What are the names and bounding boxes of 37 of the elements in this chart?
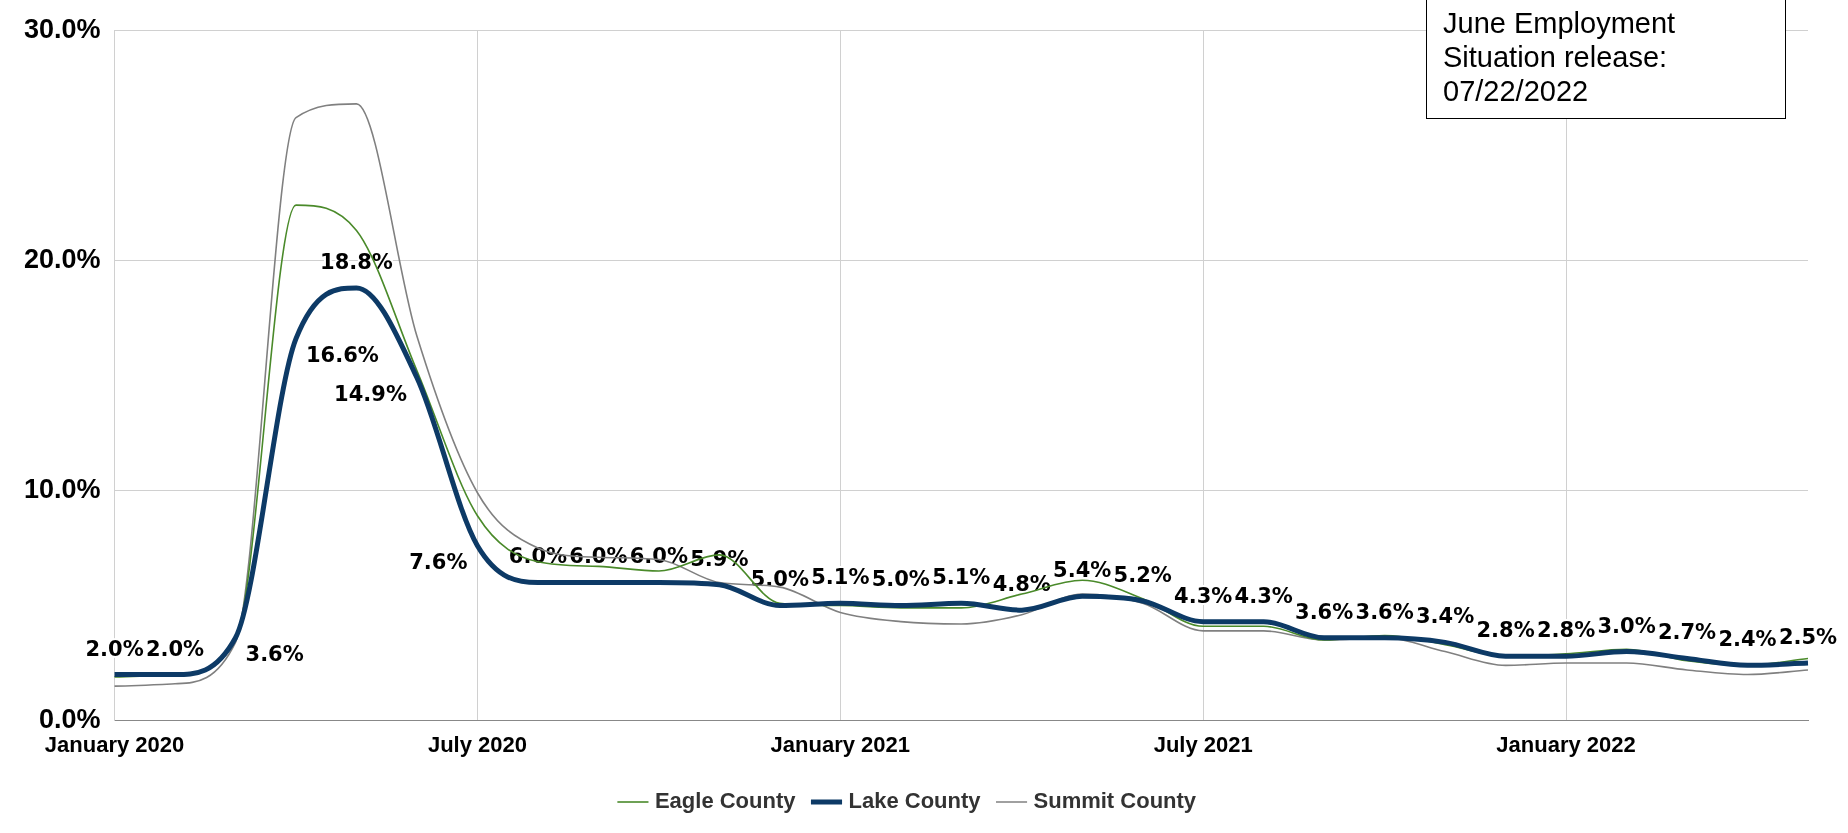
data-label: 5.2% [1113,562,1172,587]
data-label: 4.3% [1174,583,1233,608]
data-label: 3.6% [1355,599,1414,624]
data-label: 5.0% [871,567,930,592]
x-tick-label: July 2021 [1153,731,1253,757]
x-tick-label: January 2022 [1496,731,1636,757]
data-label: 5.0% [750,567,809,592]
data-label: 2.5% [1778,625,1838,650]
legend-label: Lake County [848,788,982,814]
y-tick-label: 20.0% [23,243,101,274]
data-label: 14.9% [334,381,407,406]
data-label: 3.0% [1597,613,1656,638]
data-label: 2.8% [1536,618,1596,643]
data-label: 6.0% [629,544,688,569]
data-label: 3.4% [1415,604,1475,629]
data-label: 5.1% [932,565,991,590]
x-tick-label: July 2020 [427,731,527,757]
data-label: 3.6% [1295,599,1354,624]
data-label: 4.8% [992,572,1051,597]
data-label: 16.6% [306,342,379,367]
text-box: June Employment Situation release: 07/22/2022 [1426,0,1786,119]
data-label: 2.7% [1657,620,1717,645]
data-label: 7.6% [409,549,468,574]
data-label: 2.8% [1476,618,1535,643]
x-tick-label: January 2021 [770,731,911,757]
y-tick-label: 10.0% [23,473,101,504]
data-label: 2.0% [85,636,144,661]
data-label: 4.3% [1234,583,1293,608]
legend-label: Summit County [1033,788,1197,814]
legend-label: Eagle County [654,788,797,814]
y-tick-label: 30.0% [23,13,101,44]
data-label: 2.0% [145,636,205,661]
data-label: 5.4% [1053,558,1112,583]
data-label: 6.0% [569,544,628,569]
data-label: 2.4% [1718,627,1777,652]
data-label: 5.1% [811,565,870,590]
data-label: 3.6% [245,641,304,666]
